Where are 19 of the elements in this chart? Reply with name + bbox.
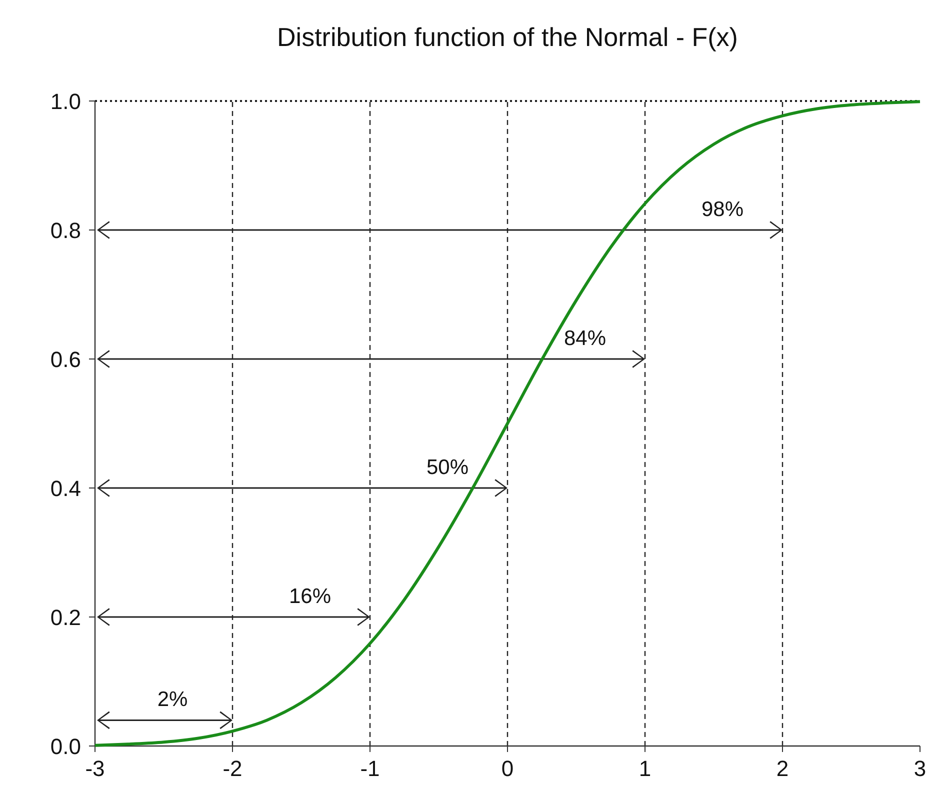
y-tick-label: 0.8	[50, 218, 81, 243]
annotation: 16%	[288, 585, 332, 608]
x-tick-label: -1	[360, 756, 380, 781]
annotation: 2%	[157, 688, 188, 712]
annotation: 98%	[701, 198, 744, 221]
y-tick-label: 0.2	[50, 605, 81, 630]
y-tick-label: 0.6	[50, 347, 81, 372]
y-tick-label: 0.4	[50, 476, 81, 501]
x-tick-label: -3	[85, 756, 105, 781]
y-tick-label: 0.0	[50, 734, 81, 759]
x-tick-label: 0	[501, 756, 514, 781]
annotation: 84%	[564, 327, 606, 350]
annotation: 50%	[426, 456, 469, 479]
x-tick-label: 1	[638, 756, 652, 781]
x-tick-label: 3	[914, 756, 926, 781]
x-tick-label: 2	[776, 756, 789, 781]
chart-title: Distribution function of the Normal - F(x)	[277, 22, 738, 52]
y-tick-label: 1.0	[50, 89, 81, 114]
x-tick-label: -2	[222, 756, 242, 781]
